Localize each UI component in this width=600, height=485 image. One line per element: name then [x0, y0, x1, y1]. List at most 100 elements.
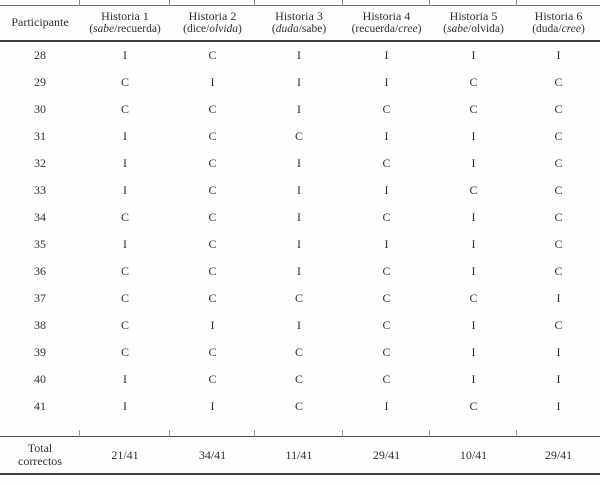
subtitle-part: /recuerda) — [114, 23, 161, 35]
table-row: 31 I C C I I C — [0, 123, 600, 150]
participant-cell: 40 — [34, 372, 46, 386]
column-title: Historia 4 — [362, 9, 411, 23]
result-cell: C — [120, 102, 129, 116]
result-cell: C — [554, 129, 563, 143]
table-row: 29 C I I I C C — [0, 69, 600, 96]
result-cell: I — [297, 318, 301, 332]
result-cell: I — [471, 129, 476, 143]
result-cell: I — [210, 75, 215, 89]
total-value-cell: 11/41 — [254, 430, 343, 475]
subtitle-part: /olvida) — [468, 23, 504, 35]
result-cell: C — [469, 399, 478, 413]
story-column-header: Historia 4 (recuerda/cree) — [342, 0, 430, 42]
participant-cell: 39 — [34, 345, 46, 359]
result-cell: I — [384, 399, 389, 413]
result-cell: I — [471, 318, 476, 332]
result-cell: C — [294, 372, 303, 386]
result-cell: I — [297, 264, 301, 278]
result-cell: C — [382, 291, 391, 305]
result-cell: I — [123, 156, 127, 170]
result-cell: C — [469, 102, 478, 116]
result-cell: C — [294, 345, 303, 359]
result-cell: I — [556, 345, 561, 359]
subtitle-part: ( — [443, 23, 447, 35]
result-cell: C — [120, 264, 129, 278]
total-label-line: correctos — [18, 454, 62, 468]
story-column-header: Historia 5 (sabe/olvida) — [429, 0, 517, 42]
result-cell: C — [120, 210, 129, 224]
column-title: Historia 6 — [534, 9, 583, 23]
subtitle-part: ) — [580, 23, 585, 35]
subtitle-italic-part: cree — [398, 23, 418, 35]
subtitle-part: ) — [417, 23, 422, 35]
table-row: 30 C C I C C C — [0, 96, 600, 123]
total-value-cell: 10/41 — [429, 430, 517, 475]
participant-cell: 33 — [34, 183, 46, 197]
subtitle-italic-part: sabe — [446, 23, 469, 35]
total-label-cell: Total correctos — [0, 436, 80, 475]
subtitle-part: (duda/ — [532, 23, 562, 35]
subtitle-part: ) — [238, 23, 242, 35]
result-cell: C — [382, 102, 391, 116]
result-cell: C — [469, 75, 478, 89]
participant-cell: 36 — [34, 264, 46, 278]
result-cell: I — [471, 48, 476, 62]
table-row: 40 I C C C I I — [0, 366, 600, 393]
result-cell: I — [123, 237, 127, 251]
result-cell: I — [297, 210, 301, 224]
result-cell: I — [297, 237, 301, 251]
total-row: Total correctos 21/41 34/41 11/41 29/41 10/41 2… — [0, 430, 600, 475]
result-cell: C — [382, 210, 391, 224]
result-cell: C — [208, 129, 217, 143]
result-cell: C — [208, 183, 217, 197]
participant-cell: 31 — [34, 129, 46, 143]
subtitle-part: (recuerda/ — [351, 23, 399, 35]
result-cell: C — [120, 291, 129, 305]
result-cell: C — [554, 264, 563, 278]
table-row: 33 I C I I C C — [0, 177, 600, 204]
participant-cell: 29 — [34, 75, 46, 89]
result-cell: C — [469, 183, 478, 197]
story-column-header: Historia 2 (dice/olvida) — [169, 0, 255, 42]
result-cell: I — [556, 399, 561, 413]
participant-cell: 28 — [34, 48, 46, 62]
participant-cell: 32 — [34, 156, 46, 170]
table-row: 32 I C I C I C — [0, 150, 600, 177]
result-cell: C — [294, 399, 303, 413]
result-cell: I — [210, 318, 215, 332]
result-cell: C — [554, 210, 563, 224]
story-column-header: Historia 3 (duda/sabe) — [254, 0, 343, 42]
result-cell: C — [208, 291, 217, 305]
subtitle-part: (dice/ — [183, 23, 210, 35]
result-cell: C — [120, 75, 129, 89]
participant-cell: 41 — [34, 399, 46, 413]
result-cell: I — [384, 183, 389, 197]
result-cell: C — [382, 318, 391, 332]
result-cell: C — [208, 48, 217, 62]
result-cell: C — [382, 345, 391, 359]
story-column-header: Historia 1 (sabe/recuerda) — [79, 0, 170, 42]
result-cell: I — [384, 75, 389, 89]
result-cell: C — [554, 75, 563, 89]
subtitle-italic-part: olvida — [209, 23, 239, 35]
result-cell: I — [556, 291, 561, 305]
result-cell: I — [297, 183, 301, 197]
result-cell: I — [471, 156, 476, 170]
result-cell: C — [554, 102, 563, 116]
column-subtitle: (duda/cree) — [517, 23, 600, 36]
column-subtitle: (dice/olvida) — [170, 23, 255, 36]
result-cell: C — [294, 129, 303, 143]
table-row: 41 I I C I C I — [0, 393, 600, 437]
result-cell: C — [554, 156, 563, 170]
result-cell: I — [556, 372, 561, 386]
participant-cell: 30 — [34, 102, 46, 116]
result-cell: C — [294, 291, 303, 305]
result-cell: C — [208, 264, 217, 278]
result-cell: I — [123, 48, 127, 62]
result-cell: I — [123, 372, 127, 386]
result-cell: C — [120, 345, 129, 359]
table-row: 34 C C I C I C — [0, 204, 600, 231]
result-cell: C — [554, 183, 563, 197]
column-subtitle: (recuerda/cree) — [343, 23, 430, 36]
